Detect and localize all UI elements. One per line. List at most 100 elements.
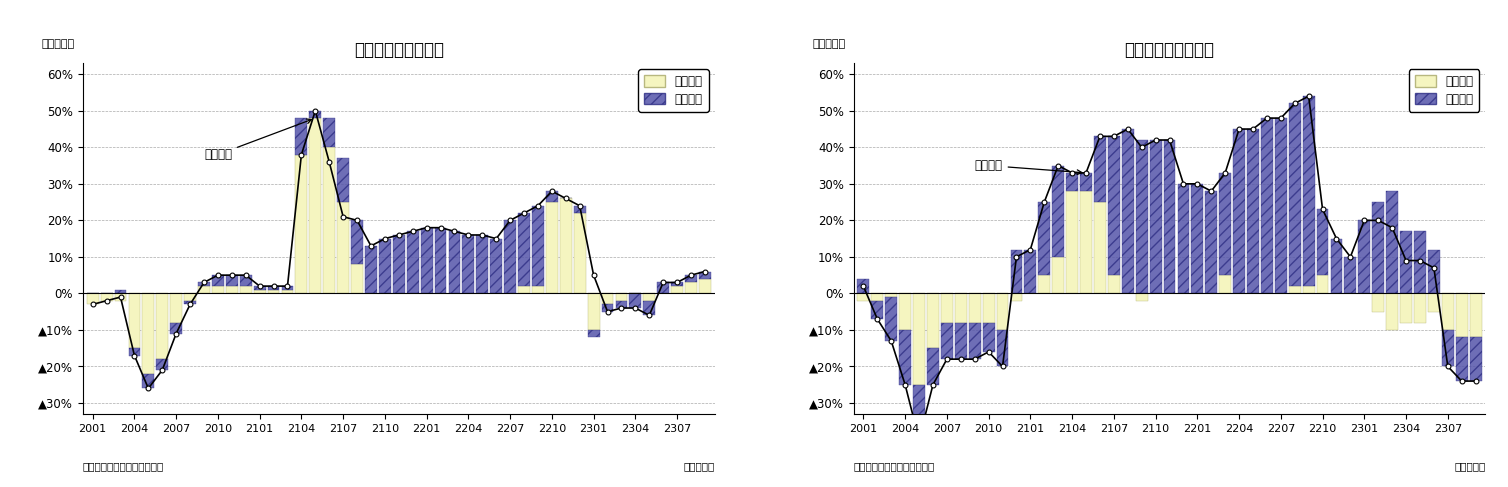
Bar <box>997 293 1009 330</box>
Bar <box>1442 293 1454 330</box>
Bar <box>927 348 939 385</box>
Bar <box>644 293 654 300</box>
Bar <box>1470 337 1481 381</box>
Bar <box>1053 257 1065 293</box>
Bar <box>532 206 544 286</box>
Bar <box>1220 275 1231 293</box>
Bar <box>519 213 529 286</box>
Bar <box>142 293 154 374</box>
Bar <box>602 293 614 304</box>
Bar <box>1399 231 1411 293</box>
Bar <box>914 385 924 439</box>
Text: （年・月）: （年・月） <box>1454 461 1485 471</box>
Bar <box>700 271 710 279</box>
Bar <box>1205 191 1217 293</box>
Title: 輸入金額の要因分解: 輸入金額の要因分解 <box>1125 41 1214 59</box>
Bar <box>394 235 404 293</box>
Bar <box>323 118 335 147</box>
Bar <box>1010 293 1022 300</box>
Bar <box>1164 140 1175 293</box>
Bar <box>1136 293 1148 300</box>
Bar <box>267 286 279 290</box>
Bar <box>1428 249 1440 293</box>
Bar <box>1455 337 1467 381</box>
Bar <box>700 279 710 293</box>
Bar <box>434 227 446 293</box>
Bar <box>1247 129 1259 293</box>
Bar <box>115 290 127 293</box>
Bar <box>128 293 140 348</box>
Bar <box>573 206 585 213</box>
Bar <box>1386 191 1398 293</box>
Bar <box>309 118 321 293</box>
Bar <box>629 293 641 308</box>
Bar <box>157 293 169 359</box>
Bar <box>296 118 308 154</box>
Bar <box>407 231 419 293</box>
Legend: 数量要因, 価格要因: 数量要因, 価格要因 <box>638 69 709 112</box>
Bar <box>941 322 953 359</box>
Bar <box>421 227 433 293</box>
Bar <box>226 286 238 293</box>
Bar <box>1122 129 1134 293</box>
Bar <box>1136 140 1148 293</box>
Bar <box>282 290 294 293</box>
Bar <box>1345 257 1356 293</box>
Text: （前年比）: （前年比） <box>42 39 75 49</box>
Bar <box>1428 293 1440 312</box>
Bar <box>365 246 377 293</box>
Bar <box>267 290 279 293</box>
Bar <box>546 191 558 202</box>
Bar <box>351 220 363 264</box>
Bar <box>1191 184 1203 293</box>
Bar <box>309 111 321 118</box>
Bar <box>477 235 489 293</box>
Bar <box>1316 209 1329 275</box>
Bar <box>1080 173 1092 191</box>
Title: 輸出金額の要因分解: 輸出金額の要因分解 <box>354 41 443 59</box>
Bar <box>1330 239 1342 293</box>
Bar <box>1303 96 1315 286</box>
Bar <box>858 293 869 300</box>
Bar <box>1066 191 1078 293</box>
Bar <box>1024 249 1036 293</box>
Bar <box>941 293 953 322</box>
Bar <box>1220 173 1231 275</box>
Bar <box>323 147 335 293</box>
Bar <box>128 348 140 356</box>
Bar <box>1316 275 1329 293</box>
Bar <box>1093 136 1105 202</box>
Bar <box>240 286 252 293</box>
Bar <box>671 286 683 293</box>
Bar <box>1289 286 1301 293</box>
Bar <box>1149 140 1161 293</box>
Bar <box>115 293 127 300</box>
Bar <box>213 286 223 293</box>
Bar <box>338 202 348 293</box>
Bar <box>573 213 585 293</box>
Bar <box>872 300 884 319</box>
Bar <box>546 202 558 293</box>
Text: 輸入金額: 輸入金額 <box>974 159 1081 174</box>
Bar <box>532 286 544 293</box>
Bar <box>1234 129 1246 293</box>
Bar <box>101 293 113 300</box>
Bar <box>198 286 210 293</box>
Bar <box>1178 184 1190 293</box>
Bar <box>615 300 627 308</box>
Bar <box>968 293 980 322</box>
Text: （資料）財務省「貿易統計」: （資料）財務省「貿易統計」 <box>854 461 935 471</box>
Bar <box>685 275 697 282</box>
Bar <box>1039 275 1050 293</box>
Bar <box>170 322 182 334</box>
Bar <box>657 282 670 293</box>
Bar <box>213 275 223 286</box>
Bar <box>1274 118 1286 293</box>
Bar <box>1386 293 1398 330</box>
Bar <box>899 330 911 385</box>
Bar <box>504 220 516 293</box>
Bar <box>142 374 154 388</box>
Bar <box>955 293 967 322</box>
Bar <box>559 199 572 293</box>
Bar <box>463 235 475 293</box>
